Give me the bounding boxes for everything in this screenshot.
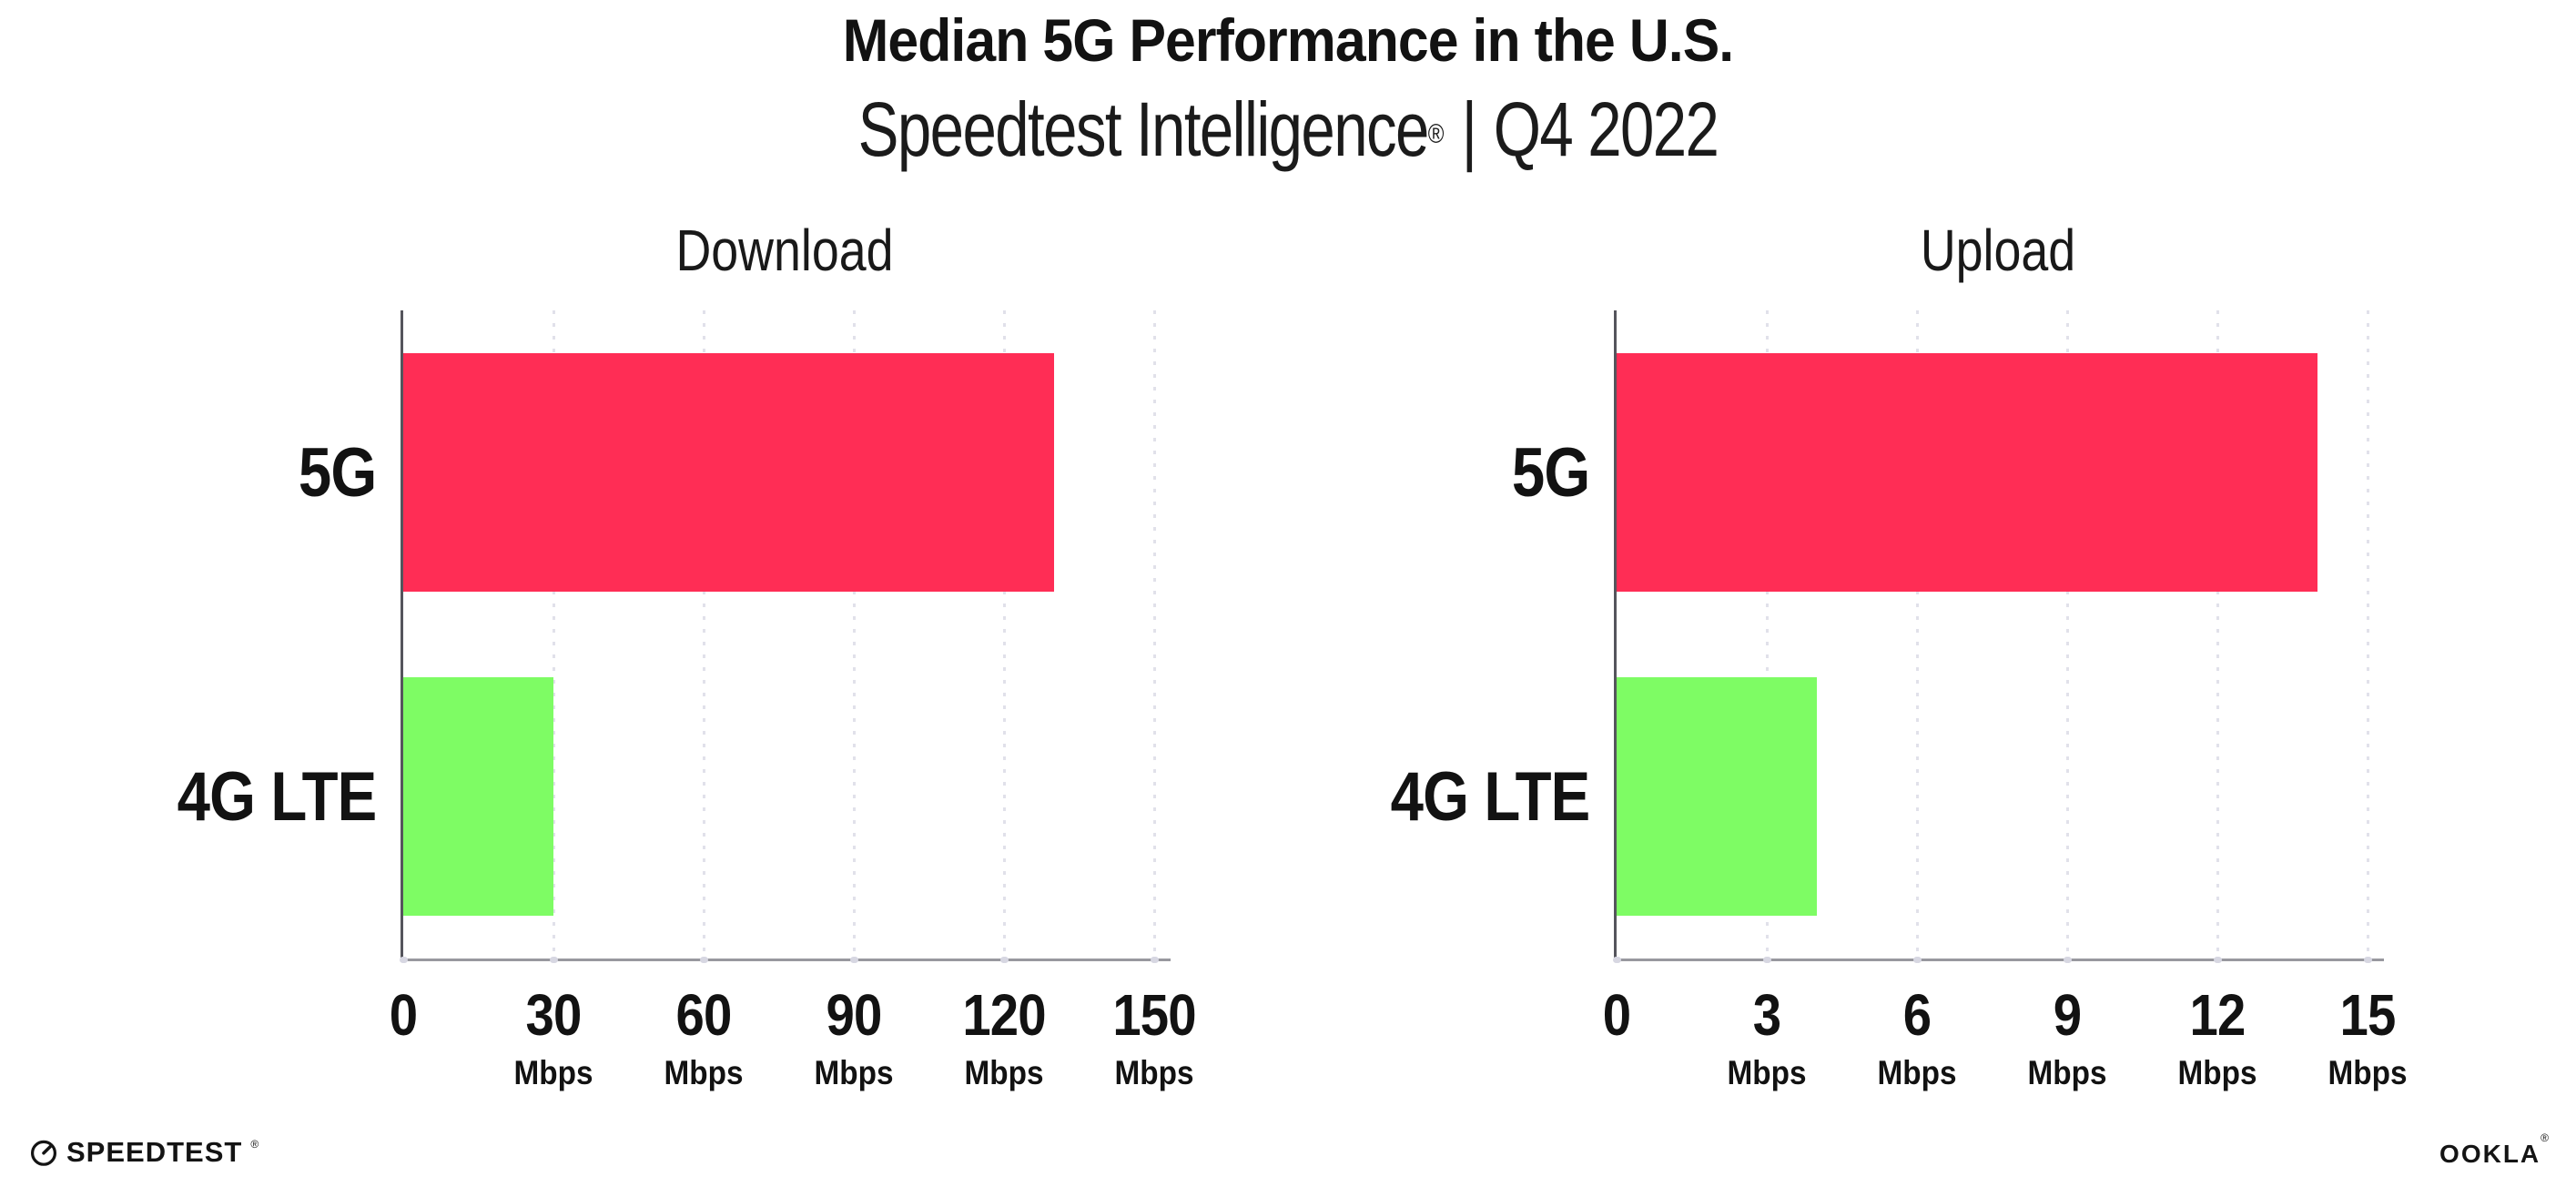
axis-tick-dot-download-120: [1000, 957, 1009, 963]
category-label-5g-upload: 5G: [0, 418, 1590, 527]
x-tick-unit: Mbps: [1727, 1054, 1807, 1091]
x-tick-unit: Mbps: [1877, 1054, 1957, 1091]
x-tick-value: 0: [1602, 982, 1631, 1048]
axis-tick-dot-upload-15: [2364, 957, 2372, 963]
gridline-download-120: [1003, 310, 1006, 959]
axis-tick-dot-download-30: [550, 957, 558, 963]
x-tick-unit: Mbps: [2328, 1054, 2408, 1091]
category-label-5g-download: 5G: [0, 418, 377, 527]
subtitle-product: Speedtest Intelligence: [857, 86, 1430, 172]
gridline-upload-12: [2216, 310, 2219, 959]
category-label-4g-lte-upload: 4G LTE: [0, 742, 1590, 851]
gridline-download-150: [1153, 310, 1156, 959]
x-tick-unit: Mbps: [513, 1054, 593, 1091]
x-tick-value: 60: [675, 982, 733, 1048]
x-tick-value: 9: [2053, 982, 2082, 1048]
x-tick-upload-0: 0: [1601, 982, 1633, 1048]
speedtest-logo-text: SPEEDTEST: [66, 1136, 243, 1168]
gridline-download-60: [703, 310, 705, 959]
y-axis-download: [401, 310, 403, 961]
x-tick-unit: Mbps: [814, 1054, 894, 1091]
gridline-upload-15: [2367, 310, 2369, 959]
subtitle-separator: |: [1461, 86, 1477, 172]
gridline-upload-3: [1766, 310, 1769, 959]
x-tick-upload-6: 6 Mbps: [1873, 982, 1962, 1093]
axis-tick-dot-upload-9: [2064, 957, 2072, 963]
bar-4g-lte-download: [403, 677, 553, 916]
gridline-upload-9: [2066, 310, 2069, 959]
axis-tick-dot-download-90: [850, 957, 858, 963]
category-label-text: 4G LTE: [177, 757, 377, 836]
axis-tick-dot-upload-12: [2214, 957, 2222, 963]
x-tick-unit: Mbps: [664, 1054, 744, 1091]
panel-title-upload: Upload: [1920, 218, 2075, 283]
category-label-text: 5G: [1511, 433, 1590, 512]
x-tick-upload-3: 3 Mbps: [1723, 982, 1811, 1093]
x-tick-value: 3: [1752, 982, 1781, 1048]
x-tick-value: 30: [525, 982, 583, 1048]
x-tick-download-120: 120 Mbps: [957, 982, 1051, 1093]
ookla-logo-text: OOKLA: [2439, 1140, 2541, 1168]
gridline-download-30: [553, 310, 555, 959]
x-tick-value: 150: [1112, 982, 1196, 1048]
panel-title-download: Download: [674, 218, 894, 283]
subtitle-period: Q4 2022: [1493, 86, 1719, 172]
x-tick-upload-15: 15 Mbps: [2324, 982, 2412, 1093]
axis-tick-dot-download-150: [1151, 957, 1159, 963]
x-tick-download-30: 30 Mbps: [510, 982, 598, 1093]
x-tick-download-150: 150 Mbps: [1107, 982, 1202, 1093]
x-tick-value: 120: [962, 982, 1046, 1048]
axis-tick-dot-download-60: [700, 957, 708, 963]
speedtest-logo: SPEEDTEST ®: [29, 1136, 259, 1169]
x-tick-download-0: 0: [388, 982, 420, 1048]
x-tick-value: 6: [1902, 982, 1932, 1048]
x-tick-upload-12: 12 Mbps: [2174, 982, 2262, 1093]
bar-5g-upload: [1617, 353, 2317, 592]
ookla-registered-mark: ®: [2541, 1131, 2549, 1144]
x-axis-download: [401, 959, 1171, 961]
gridline-upload-6: [1916, 310, 1919, 959]
x-tick-unit: Mbps: [964, 1054, 1044, 1091]
x-tick-upload-9: 9 Mbps: [2023, 982, 2112, 1093]
axis-tick-dot-download-0: [400, 957, 408, 963]
x-tick-unit: Mbps: [2027, 1054, 2107, 1091]
x-tick-unit: Mbps: [2177, 1054, 2257, 1091]
page-subtitle: Speedtest Intelligence® | Q4 2022: [858, 84, 1719, 175]
x-tick-unit: Mbps: [1114, 1054, 1194, 1091]
x-tick-download-90: 90 Mbps: [810, 982, 898, 1093]
registered-trademark-mark: ®: [1427, 119, 1445, 149]
y-axis-upload: [1614, 310, 1617, 961]
bar-4g-lte-upload: [1617, 677, 1817, 916]
axis-tick-dot-upload-0: [1613, 957, 1621, 963]
x-tick-value: 90: [826, 982, 883, 1048]
bar-5g-download: [403, 353, 1054, 592]
category-label-text: 5G: [298, 433, 377, 512]
axis-tick-dot-upload-6: [1913, 957, 1922, 963]
ookla-logo: OOKLA ®: [2439, 1131, 2549, 1169]
gridline-download-90: [853, 310, 856, 959]
x-tick-value: 15: [2339, 982, 2397, 1048]
x-axis-upload: [1614, 959, 2384, 961]
category-label-text: 4G LTE: [1390, 757, 1590, 836]
speedtest-registered-mark: ®: [250, 1138, 259, 1151]
x-tick-download-60: 60 Mbps: [660, 982, 748, 1093]
x-tick-value: 12: [2189, 982, 2246, 1048]
speedtest-gauge-icon: [31, 1140, 56, 1166]
x-tick-value: 0: [389, 982, 418, 1048]
axis-tick-dot-upload-3: [1763, 957, 1771, 963]
page-title: Median 5G Performance in the U.S.: [842, 6, 1734, 74]
category-label-4g-lte-download: 4G LTE: [0, 742, 377, 851]
